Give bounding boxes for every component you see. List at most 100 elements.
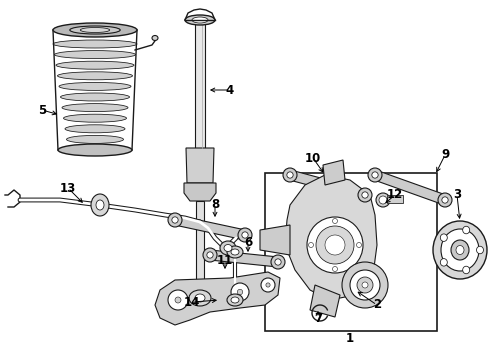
- Ellipse shape: [379, 196, 387, 204]
- Ellipse shape: [62, 104, 128, 112]
- Text: 7: 7: [314, 311, 322, 324]
- Ellipse shape: [189, 290, 211, 306]
- Polygon shape: [387, 195, 403, 203]
- Ellipse shape: [333, 266, 338, 271]
- Polygon shape: [196, 201, 204, 290]
- Ellipse shape: [476, 246, 484, 254]
- Polygon shape: [174, 215, 246, 240]
- Ellipse shape: [224, 244, 232, 252]
- Ellipse shape: [59, 82, 131, 90]
- Ellipse shape: [172, 217, 178, 223]
- Ellipse shape: [463, 226, 470, 234]
- Ellipse shape: [372, 172, 378, 178]
- Ellipse shape: [57, 72, 132, 80]
- Ellipse shape: [227, 294, 243, 306]
- Text: 1: 1: [346, 332, 354, 345]
- Ellipse shape: [56, 61, 134, 69]
- Text: 13: 13: [60, 181, 76, 194]
- Ellipse shape: [91, 194, 109, 216]
- Ellipse shape: [237, 289, 243, 295]
- Ellipse shape: [362, 192, 368, 198]
- Ellipse shape: [266, 283, 270, 287]
- Ellipse shape: [53, 23, 137, 37]
- Text: 11: 11: [217, 253, 233, 266]
- Ellipse shape: [168, 290, 188, 310]
- Ellipse shape: [433, 221, 487, 279]
- Ellipse shape: [70, 26, 120, 34]
- Ellipse shape: [67, 135, 123, 143]
- Polygon shape: [195, 20, 205, 148]
- Ellipse shape: [207, 252, 213, 258]
- Ellipse shape: [242, 232, 248, 238]
- Ellipse shape: [325, 235, 345, 255]
- Ellipse shape: [195, 294, 205, 302]
- Ellipse shape: [54, 51, 136, 59]
- Ellipse shape: [231, 283, 249, 301]
- Ellipse shape: [64, 114, 126, 122]
- Ellipse shape: [80, 27, 110, 32]
- Ellipse shape: [271, 255, 285, 269]
- Text: 6: 6: [244, 237, 252, 249]
- Polygon shape: [260, 225, 290, 255]
- Text: 5: 5: [38, 104, 46, 117]
- Polygon shape: [186, 148, 214, 183]
- Ellipse shape: [362, 282, 368, 288]
- Text: 10: 10: [305, 152, 321, 165]
- Polygon shape: [285, 175, 377, 300]
- Ellipse shape: [368, 168, 382, 182]
- Polygon shape: [184, 183, 216, 201]
- Polygon shape: [210, 250, 278, 267]
- Ellipse shape: [350, 270, 380, 300]
- Text: 4: 4: [226, 84, 234, 96]
- Ellipse shape: [309, 243, 314, 248]
- Ellipse shape: [463, 266, 470, 274]
- Ellipse shape: [441, 258, 447, 266]
- Ellipse shape: [175, 297, 181, 303]
- Polygon shape: [155, 272, 280, 325]
- Ellipse shape: [275, 259, 281, 265]
- Ellipse shape: [58, 144, 132, 156]
- Ellipse shape: [220, 241, 236, 255]
- Ellipse shape: [358, 188, 372, 202]
- Ellipse shape: [357, 277, 373, 293]
- Ellipse shape: [238, 228, 252, 242]
- Text: 12: 12: [387, 189, 403, 202]
- Ellipse shape: [231, 249, 239, 255]
- Ellipse shape: [65, 125, 125, 133]
- Ellipse shape: [203, 248, 217, 262]
- Ellipse shape: [451, 240, 469, 260]
- Ellipse shape: [442, 197, 448, 203]
- Ellipse shape: [456, 246, 464, 255]
- Polygon shape: [310, 285, 340, 317]
- Polygon shape: [373, 170, 447, 205]
- Polygon shape: [323, 160, 345, 185]
- Ellipse shape: [333, 219, 338, 224]
- Ellipse shape: [316, 226, 354, 264]
- Ellipse shape: [357, 243, 362, 248]
- Ellipse shape: [231, 297, 239, 303]
- Ellipse shape: [168, 213, 182, 227]
- Ellipse shape: [53, 40, 137, 48]
- Ellipse shape: [441, 229, 479, 271]
- Polygon shape: [289, 170, 367, 200]
- Ellipse shape: [438, 193, 452, 207]
- Ellipse shape: [152, 36, 158, 40]
- Text: 2: 2: [373, 298, 381, 311]
- Text: 3: 3: [453, 189, 461, 202]
- Ellipse shape: [441, 234, 447, 242]
- Ellipse shape: [342, 262, 388, 308]
- Text: 8: 8: [211, 198, 219, 211]
- Ellipse shape: [192, 17, 208, 23]
- Ellipse shape: [307, 217, 363, 273]
- Ellipse shape: [185, 15, 215, 25]
- Ellipse shape: [287, 172, 293, 178]
- Ellipse shape: [60, 93, 129, 101]
- Ellipse shape: [283, 168, 297, 182]
- FancyBboxPatch shape: [265, 173, 437, 331]
- Text: 14: 14: [184, 296, 200, 309]
- Ellipse shape: [227, 246, 243, 258]
- Ellipse shape: [376, 193, 390, 207]
- Ellipse shape: [96, 200, 104, 210]
- Text: 9: 9: [441, 148, 449, 162]
- Ellipse shape: [261, 278, 275, 292]
